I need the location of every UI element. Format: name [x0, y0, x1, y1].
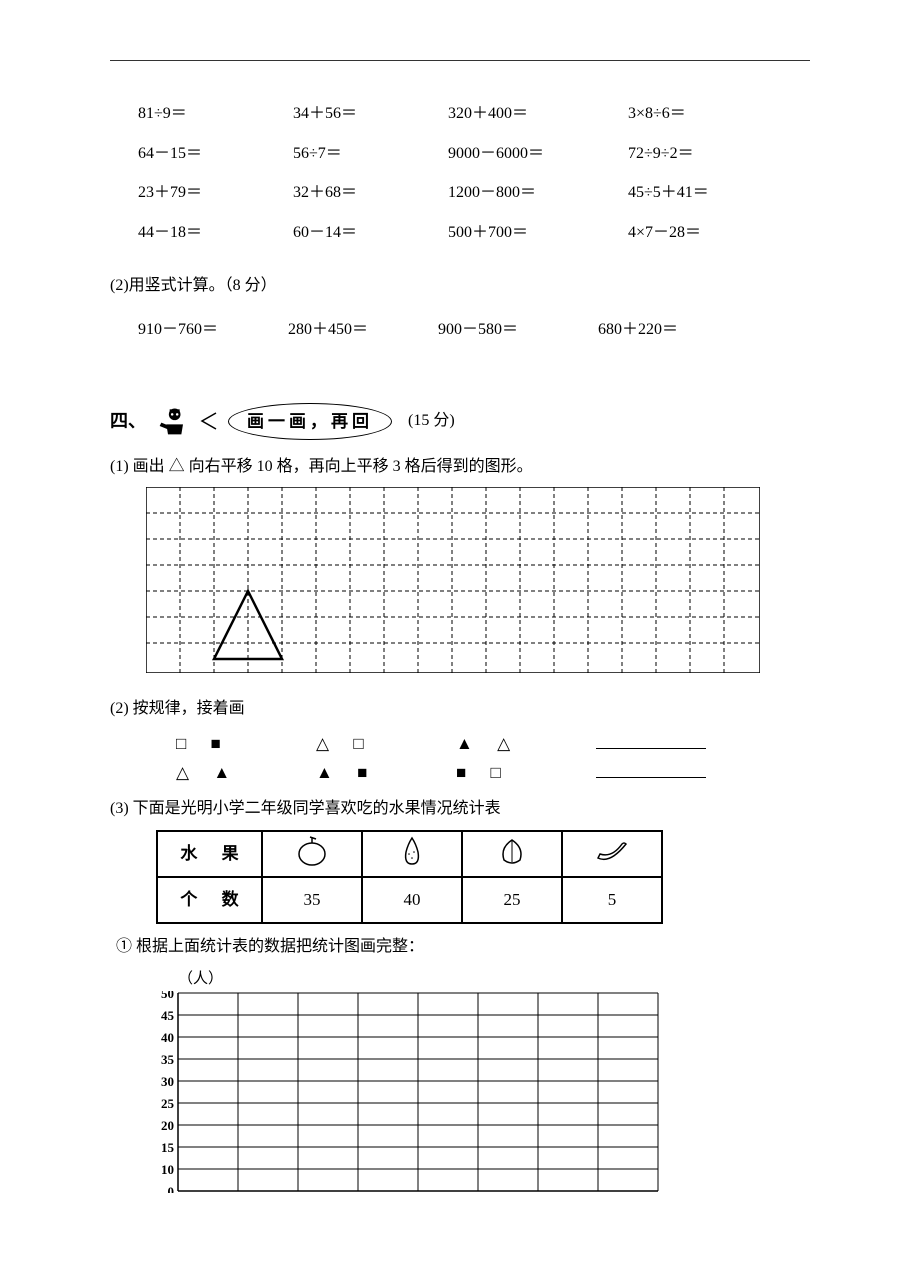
vert-cell: 680＋220＝ [598, 317, 748, 343]
calc-cell: 64－15＝ [138, 141, 293, 167]
svg-text:20: 20 [161, 1118, 174, 1133]
calc-cell: 34＋56＝ [293, 101, 448, 127]
vertical-calc-row: 910－760＝ 280＋450＝ 900－580＝ 680＋220＝ [138, 317, 810, 343]
fruit-row-label: 水 果 [157, 831, 262, 877]
svg-text:15: 15 [161, 1140, 175, 1155]
pattern-cell: △ ▲ [176, 759, 316, 786]
page-top-rule [110, 60, 810, 61]
bubble-tail-icon [200, 409, 218, 433]
svg-text:0: 0 [168, 1184, 175, 1193]
calc-cell: 320＋400＝ [448, 101, 628, 127]
calc-cell: 23＋79＝ [138, 180, 293, 206]
bar-chart-area: （人） 50 45 40 35 30 25 20 15 10 0 [150, 967, 810, 1202]
calc-cell: 9000－6000＝ [448, 141, 628, 167]
q1-text: (1) 画出 △ 向右平移 10 格，再向上平移 3 格后得到的图形。 [110, 454, 810, 480]
subheading-vertical: (2)用竖式计算。（8 分） [110, 273, 810, 299]
calc-cell: 81÷9＝ [138, 101, 293, 127]
section-points: (15 分) [408, 408, 455, 434]
calc-cell: 56÷7＝ [293, 141, 448, 167]
pattern-blank [596, 759, 716, 786]
pattern-shapes: □ ■ △ □ ▲ △ △ ▲ ▲ ■ ■ □ [176, 730, 810, 786]
q3-heading: (3) 下面是光明小学二年级同学喜欢吃的水果情况统计表 [110, 796, 810, 822]
calc-cell: 500＋700＝ [448, 220, 628, 246]
svg-text:30: 30 [161, 1074, 174, 1089]
pattern-cell: ■ □ [456, 759, 596, 786]
teacher-icon [156, 406, 190, 436]
q3-sub: ① 根据上面统计表的数据把统计图画完整： [116, 934, 810, 960]
svg-text:45: 45 [161, 1008, 175, 1023]
fruit-count: 25 [462, 877, 562, 923]
fruit-table: 水 果 个 数 35 40 25 5 [156, 830, 663, 924]
section-four-header: 四、 画一画，再回 (15 分) [110, 403, 810, 440]
calc-cell: 45÷5＋41＝ [628, 180, 808, 206]
speech-bubble: 画一画，再回 [228, 403, 392, 440]
calc-cell: 44－18＝ [138, 220, 293, 246]
vert-cell: 910－760＝ [138, 317, 288, 343]
svg-text:35: 35 [161, 1052, 175, 1067]
bar-chart-grid: 50 45 40 35 30 25 20 15 10 0 [150, 991, 660, 1193]
calc-cell: 60－14＝ [293, 220, 448, 246]
pattern-cell: ▲ △ [456, 730, 596, 757]
vert-cell: 900－580＝ [438, 317, 598, 343]
pattern-cell: ▲ ■ [316, 759, 456, 786]
calc-cell: 1200－800＝ [448, 180, 628, 206]
fruit-pear-icon [362, 831, 462, 877]
vert-cell: 280＋450＝ [288, 317, 438, 343]
svg-text:50: 50 [161, 991, 174, 1001]
calc-cell: 4×7－28＝ [628, 220, 808, 246]
pattern-cell: △ □ [316, 730, 456, 757]
fruit-count: 5 [562, 877, 662, 923]
translation-grid [146, 487, 810, 682]
calc-cell: 32＋68＝ [293, 180, 448, 206]
fruit-apple-icon [262, 831, 362, 877]
pattern-cell: □ ■ [176, 730, 316, 757]
svg-text:40: 40 [161, 1030, 174, 1045]
mental-calc-grid: 81÷9＝ 34＋56＝ 320＋400＝ 3×8÷6＝ 64－15＝ 56÷7… [138, 101, 810, 245]
fruit-count: 40 [362, 877, 462, 923]
q2-heading: (2) 按规律，接着画 [110, 696, 810, 722]
svg-text:10: 10 [161, 1162, 174, 1177]
pattern-blank [596, 730, 716, 757]
fruit-count: 35 [262, 877, 362, 923]
fruit-banana-icon [562, 831, 662, 877]
count-row-label: 个 数 [157, 877, 262, 923]
calc-cell: 72÷9÷2＝ [628, 141, 808, 167]
fruit-peach-icon [462, 831, 562, 877]
calc-cell: 3×8÷6＝ [628, 101, 808, 127]
section-label: 四、 [110, 407, 146, 436]
svg-text:25: 25 [161, 1096, 175, 1111]
y-axis-label: （人） [178, 967, 810, 991]
